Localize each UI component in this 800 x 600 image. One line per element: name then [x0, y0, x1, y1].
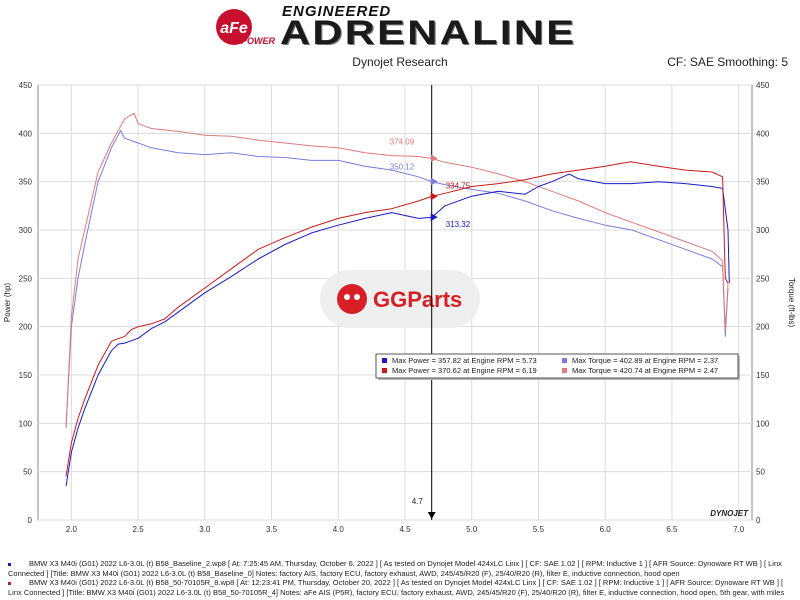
x-tick-label: 4.0 — [333, 525, 345, 534]
s1-torque-line — [65, 130, 729, 429]
y-tick-label-right: 250 — [756, 274, 770, 283]
s1-torque-cursor-value: 350.12 — [390, 163, 415, 172]
y-tick-label-right: 350 — [756, 178, 770, 187]
legend-box — [375, 353, 739, 379]
series-lines — [65, 112, 730, 487]
s2-torque-line — [65, 112, 729, 429]
watermark-text: GGParts — [373, 287, 462, 312]
y-tick-label-right: 450 — [756, 81, 770, 90]
correction-factor-label: CF: SAE Smoothing: 5 — [667, 55, 788, 69]
x-tick-label: 6.5 — [666, 525, 678, 534]
s1-power-line — [65, 173, 730, 487]
s1-power-cursor-value: 313.32 — [446, 220, 471, 229]
legend-entry: Max Power = 370.62 at Engine RPM = 6.19 — [392, 366, 537, 375]
y-tick-label-right: 300 — [756, 226, 770, 235]
s2-power-line — [65, 161, 729, 477]
legend-swatch — [562, 368, 567, 373]
y-tick-label-left: 400 — [19, 129, 33, 138]
s2-torque-cursor-marker — [430, 154, 438, 163]
y-tick-label-left: 350 — [19, 178, 33, 187]
legend-swatch — [382, 368, 387, 373]
afe-logo-sub: POWER — [241, 36, 276, 46]
s1-torque-cursor-marker — [430, 177, 438, 186]
x-tick-label: 5.0 — [466, 525, 478, 534]
y-tick-label-right: 50 — [756, 468, 765, 477]
x-tick-label: 6.0 — [600, 525, 612, 534]
y-tick-label-right: 200 — [756, 323, 770, 332]
y-tick-label-left: 200 — [19, 323, 33, 332]
legend-swatch — [382, 358, 387, 363]
watermark-pill — [320, 270, 480, 328]
y-tick-label-left: 100 — [19, 419, 33, 428]
y-tick-label-left: 450 — [19, 81, 33, 90]
rpm-cursor: 4.7 313.32 334.75 350.12 374.09 — [390, 85, 471, 520]
afe-logo-circle — [216, 9, 252, 45]
watermark-eye-right-icon — [354, 294, 360, 300]
y-tick-label-right: 150 — [756, 371, 770, 380]
ggparts-watermark: GGParts — [320, 270, 480, 328]
afe-logo-text: aFe — [220, 20, 248, 37]
s1-power-cursor-marker — [430, 213, 438, 222]
s2-torque-cursor-value: 374.09 — [390, 137, 415, 146]
cursor-x-label: 4.7 — [412, 497, 424, 506]
legend-entry: Max Torque = 402.89 at Engine RPM = 2.37 — [572, 356, 718, 365]
y-tick-label-left: 250 — [19, 274, 33, 283]
y-tick-label-right: 400 — [756, 129, 770, 138]
y-tick-label-left: 150 — [19, 371, 33, 380]
x-tick-label: 2.5 — [133, 525, 145, 534]
footer-run-2-text: BMW X3 M40i (G01) 2022 L6-3.0L (t) B58_5… — [8, 578, 785, 597]
y-tick-label-left: 0 — [28, 516, 33, 525]
x-tick-label: 4.5 — [399, 525, 411, 534]
watermark-logo-icon — [337, 284, 367, 314]
x-tick-label: 3.5 — [266, 525, 278, 534]
y-axis-label-left: Power (hp) — [3, 283, 12, 322]
s2-power-cursor-marker — [430, 192, 438, 201]
footer-run-2-marker — [8, 581, 11, 585]
cursor-arrow-icon — [427, 512, 436, 519]
brand-tagline-top: ENGINEERED — [282, 3, 392, 20]
footer-run-2: BMW X3 M40i (G01) 2022 L6-3.0L (t) B58_5… — [8, 578, 798, 598]
chart-subtitle: Dynojet Research — [352, 55, 448, 69]
x-tick-label: 3.0 — [199, 525, 211, 534]
y-tick-label-right: 100 — [756, 419, 770, 428]
y-tick-label-left: 300 — [19, 226, 33, 235]
legend-swatch — [562, 358, 567, 363]
brand-tagline-main: ADRENALINE — [280, 14, 577, 52]
x-tick-label: 5.5 — [533, 525, 545, 534]
watermark-eye-left-icon — [344, 294, 350, 300]
legend-entry: Max Torque = 420.74 at Engine RPM = 2.47 — [572, 366, 718, 375]
y-tick-label-right: 0 — [756, 516, 761, 525]
x-tick-label: 2.0 — [66, 525, 78, 534]
x-tick-label: 7.0 — [733, 525, 745, 534]
axes: 2.0 2.5 3.0 3.5 4.0 4.5 5.0 5.5 6.0 6.5 7.0 0 0 50 50 1… — [3, 81, 796, 534]
s2-power-cursor-value: 334.75 — [446, 181, 471, 190]
afe-logo: aFe POWER — [216, 9, 276, 46]
footer-run-1: BMW X3 M40i (G01) 2022 L6-3.0L (t) B58_B… — [8, 559, 798, 579]
y-tick-label-left: 50 — [23, 468, 32, 477]
footer-run-1-text: BMW X3 M40i (G01) 2022 L6-3.0L (t) B58_B… — [8, 559, 782, 578]
y-axis-label-right: Torque (ft-lbs) — [787, 278, 796, 328]
legend-entry: Max Power = 357.82 at Engine RPM = 5.73 — [392, 356, 537, 365]
footer-run-1-marker — [8, 562, 11, 566]
dynojet-logo: DYNOJET — [710, 509, 749, 518]
legend: Max Power = 357.82 at Engine RPM = 5.73 M… — [375, 353, 740, 380]
